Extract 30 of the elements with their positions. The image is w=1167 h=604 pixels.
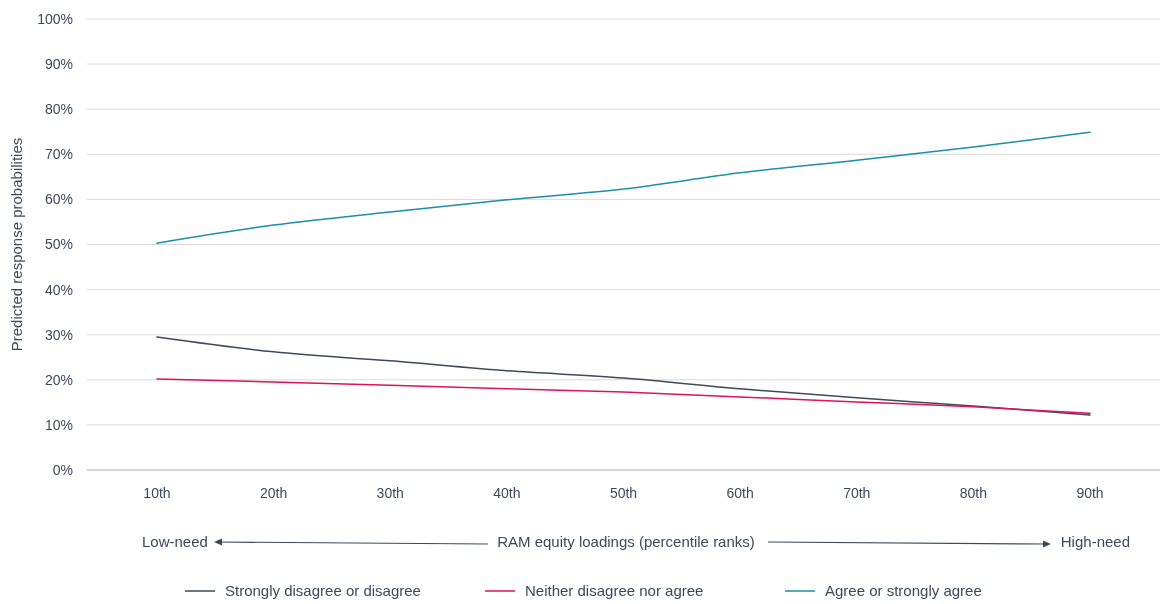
y-tick-label: 70% xyxy=(44,146,73,163)
y-tick-label: 0% xyxy=(52,461,73,478)
legend-label: Strongly disagree or disagree xyxy=(225,582,421,600)
x-tick-label: 90th xyxy=(1076,485,1104,501)
line-series xyxy=(156,378,1091,414)
x-tick-label: 30th xyxy=(376,485,404,501)
text: High-need xyxy=(1060,533,1130,550)
line-series xyxy=(156,131,1091,244)
y-tick-label: 50% xyxy=(44,236,73,253)
y-tick-label: 90% xyxy=(44,56,73,72)
x-tick-label: 70th xyxy=(843,485,871,501)
y-tick-label: 20% xyxy=(44,371,73,388)
line-series xyxy=(156,336,1091,416)
x-tick-label: 40th xyxy=(493,485,521,501)
text: Low-need xyxy=(142,533,208,550)
x-tick-label: 80th xyxy=(959,485,988,501)
y-tick-label: 10% xyxy=(44,416,73,433)
legend-label: Neither disagree nor agree xyxy=(525,582,704,600)
y-tick-label: 100% xyxy=(37,10,73,27)
y-tick-label: 60% xyxy=(44,191,73,208)
y-axis-title: Predicted response probabilities xyxy=(8,137,25,352)
x-tick-label: 50th xyxy=(609,485,638,501)
x-tick-label: 60th xyxy=(726,485,754,501)
y-tick-label: 30% xyxy=(44,326,73,343)
y-tick-label: 80% xyxy=(44,101,73,118)
x-tick-label: 20th xyxy=(259,485,288,501)
x-axis-title: RAM equity loadings (percentile ranks) xyxy=(497,533,755,550)
x-tick-label: 10th xyxy=(143,485,171,501)
legend-label: Agree or strongly agree xyxy=(825,582,982,600)
y-tick-label: 40% xyxy=(44,281,73,298)
